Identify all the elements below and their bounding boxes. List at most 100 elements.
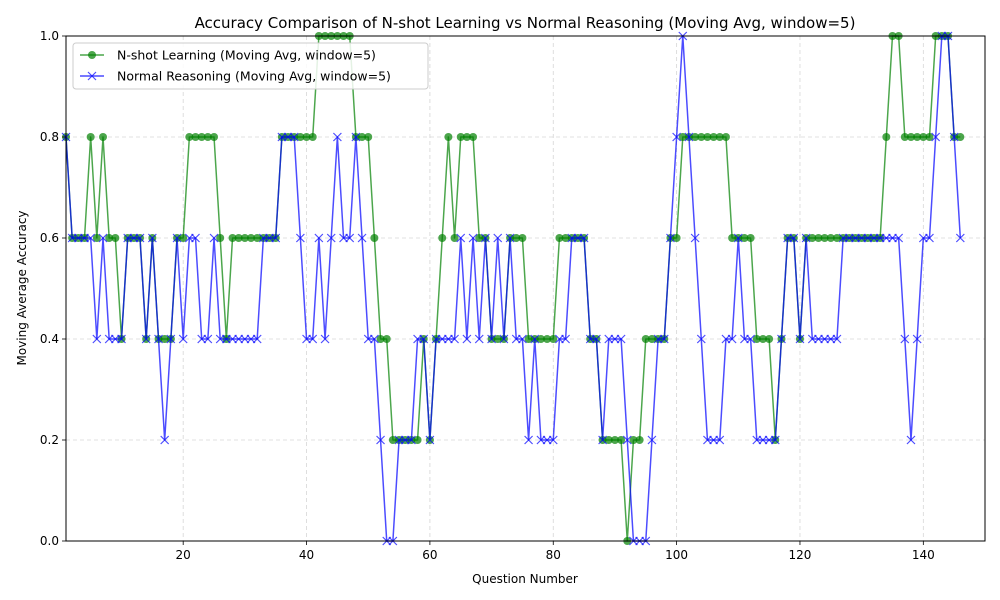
data-point-nshot bbox=[832, 234, 841, 242]
data-point-normal bbox=[252, 334, 262, 344]
data-point-nshot bbox=[641, 335, 650, 343]
y-axis-label: Moving Average Accuracy bbox=[15, 210, 29, 365]
data-point-nshot bbox=[956, 133, 965, 141]
data-point-normal bbox=[419, 334, 429, 344]
data-point-normal bbox=[376, 435, 385, 445]
data-point-normal bbox=[345, 233, 355, 243]
data-point-normal bbox=[480, 233, 490, 243]
data-point-normal bbox=[949, 132, 959, 142]
data-point-nshot bbox=[617, 436, 626, 444]
data-point-normal bbox=[524, 435, 534, 445]
data-point-nshot bbox=[370, 234, 379, 242]
data-point-normal bbox=[117, 334, 126, 344]
legend-label-nshot: N-shot Learning (Moving Avg, window=5) bbox=[117, 48, 376, 63]
data-point-normal bbox=[795, 334, 805, 344]
data-point-nshot bbox=[475, 234, 484, 242]
data-point-nshot bbox=[203, 133, 212, 141]
data-point-nshot bbox=[555, 234, 564, 242]
data-point-normal bbox=[912, 334, 922, 344]
data-point-normal bbox=[499, 334, 509, 344]
data-point-normal bbox=[598, 435, 608, 445]
y-tick-label: 0.8 bbox=[40, 130, 59, 144]
data-point-nshot bbox=[740, 234, 749, 242]
data-point-normal bbox=[147, 233, 157, 243]
data-point-normal bbox=[517, 334, 527, 344]
data-point-normal bbox=[135, 233, 145, 243]
data-point-nshot bbox=[216, 234, 225, 242]
data-point-normal bbox=[801, 233, 811, 243]
data-point-nshot bbox=[549, 335, 558, 343]
data-point-nshot bbox=[672, 234, 681, 242]
data-point-normal bbox=[289, 132, 299, 142]
data-point-normal bbox=[209, 233, 219, 243]
legend-entry-normal: Normal Reasoning (Moving Avg, window=5) bbox=[80, 69, 391, 84]
data-point-normal bbox=[98, 233, 108, 243]
data-point-normal bbox=[770, 435, 780, 445]
data-point-nshot bbox=[512, 234, 521, 242]
data-point-normal bbox=[777, 334, 786, 344]
data-point-normal bbox=[505, 233, 515, 243]
data-point-normal bbox=[462, 334, 472, 344]
data-point-nshot bbox=[469, 133, 478, 141]
x-axis-label: Question Number bbox=[472, 572, 578, 586]
data-point-normal bbox=[369, 334, 379, 344]
legend-marker-normal bbox=[87, 71, 97, 81]
data-point-normal bbox=[425, 435, 435, 445]
data-point-nshot bbox=[197, 133, 206, 141]
data-point-nshot bbox=[536, 335, 545, 343]
data-point-normal bbox=[468, 233, 478, 243]
data-point-normal bbox=[203, 334, 213, 344]
data-point-nshot bbox=[518, 234, 527, 242]
y-tick-label: 0.4 bbox=[40, 332, 59, 346]
data-point-nshot bbox=[925, 133, 934, 141]
series-group bbox=[61, 31, 965, 546]
data-point-normal bbox=[351, 132, 361, 142]
data-point-nshot bbox=[493, 335, 502, 343]
data-point-nshot bbox=[728, 234, 737, 242]
data-point-nshot bbox=[826, 234, 835, 242]
data-point-nshot bbox=[185, 133, 194, 141]
data-point-nshot bbox=[610, 436, 619, 444]
data-point-normal bbox=[141, 334, 151, 344]
y-tick-label: 1.0 bbox=[40, 29, 59, 43]
data-point-normal bbox=[154, 334, 163, 344]
data-point-nshot bbox=[99, 133, 108, 141]
series-normal bbox=[61, 31, 965, 546]
data-point-nshot bbox=[234, 234, 243, 242]
data-point-normal bbox=[191, 233, 200, 243]
data-point-normal bbox=[696, 334, 706, 344]
data-point-nshot bbox=[376, 335, 385, 343]
data-point-nshot bbox=[913, 133, 922, 141]
x-tick-label: 60 bbox=[422, 548, 437, 562]
data-point-normal bbox=[592, 334, 601, 344]
ticks: 20 40 60 80 100 120 140 0.0 0.2 0.4 0.6 0.8 1.0 bbox=[40, 29, 935, 562]
data-point-normal bbox=[666, 233, 675, 243]
data-point-normal bbox=[832, 334, 842, 344]
data-point-nshot bbox=[721, 133, 730, 141]
data-point-normal bbox=[955, 233, 965, 243]
data-point-normal bbox=[493, 233, 503, 243]
data-point-nshot bbox=[160, 335, 169, 343]
data-point-nshot bbox=[388, 436, 397, 444]
data-point-normal bbox=[86, 233, 96, 243]
data-point-normal bbox=[160, 435, 170, 445]
data-point-nshot bbox=[882, 133, 891, 141]
x-tick-label: 100 bbox=[665, 548, 688, 562]
data-point-nshot bbox=[758, 335, 767, 343]
legend: N-shot Learning (Moving Avg, window=5) N… bbox=[72, 42, 429, 90]
data-point-normal bbox=[178, 334, 188, 344]
data-point-normal bbox=[456, 233, 466, 243]
data-point-normal bbox=[172, 233, 182, 243]
data-point-normal bbox=[487, 334, 497, 344]
data-point-normal bbox=[579, 233, 589, 243]
data-point-normal bbox=[789, 233, 799, 243]
data-point-nshot bbox=[247, 234, 256, 242]
data-point-nshot bbox=[703, 133, 712, 141]
data-point-nshot bbox=[691, 133, 700, 141]
data-point-nshot bbox=[746, 234, 755, 242]
data-point-normal bbox=[690, 233, 700, 243]
x-tick-label: 140 bbox=[912, 548, 935, 562]
data-point-normal bbox=[474, 334, 484, 344]
data-point-nshot bbox=[92, 234, 101, 242]
